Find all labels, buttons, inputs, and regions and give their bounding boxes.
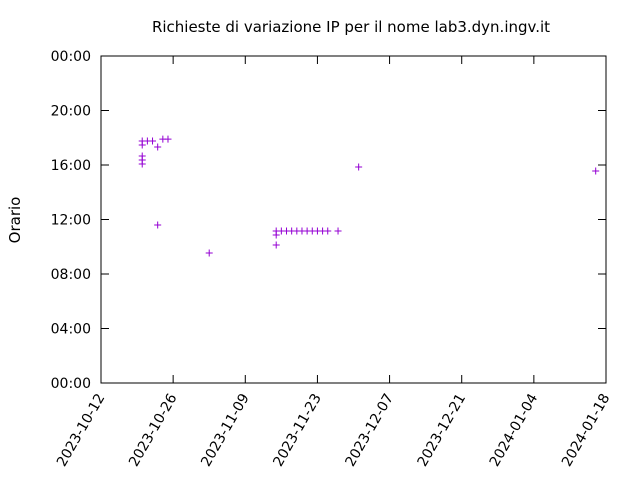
point (592, 167, 600, 175)
chart-title: Richieste di variazione IP per il nome l… (152, 18, 550, 36)
point (164, 135, 172, 143)
y-tick-label: 20:00 (51, 104, 91, 120)
y-tick-label: 00:00 (51, 49, 91, 65)
point (324, 227, 332, 235)
y-axis-label: Orario (6, 197, 24, 244)
point (154, 143, 162, 151)
point (154, 221, 162, 229)
y-tick-label: 04:00 (51, 322, 91, 338)
y-tick-label: 00:00 (51, 376, 91, 392)
y-tick-label: 16:00 (51, 158, 91, 174)
point (205, 249, 213, 257)
point (138, 141, 146, 149)
point (272, 231, 280, 239)
y-tick-label: 12:00 (51, 213, 91, 229)
point (272, 241, 280, 249)
y-tick-label: 08:00 (51, 267, 91, 283)
point (149, 137, 157, 145)
point (355, 163, 363, 171)
point (138, 160, 146, 168)
point (334, 227, 342, 235)
